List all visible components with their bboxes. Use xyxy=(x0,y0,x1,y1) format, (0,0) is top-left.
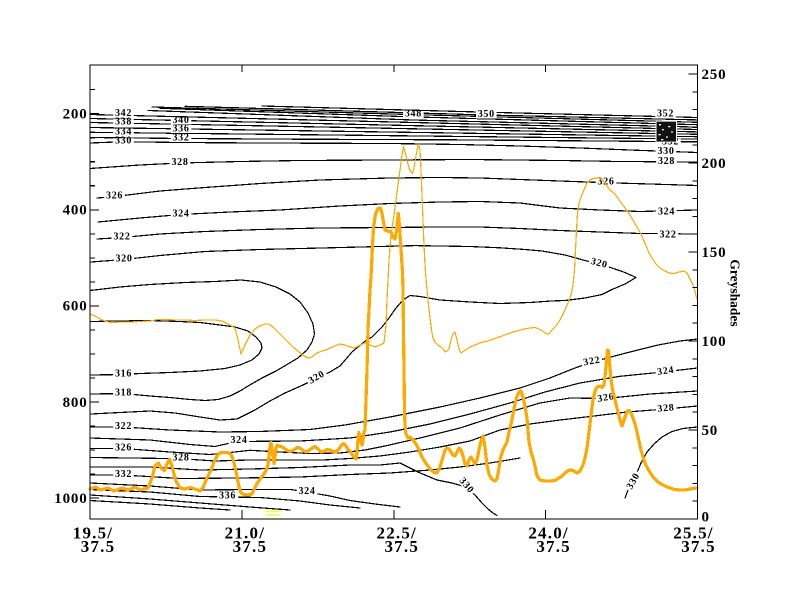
svg-text:322: 322 xyxy=(583,355,602,369)
svg-text:322: 322 xyxy=(113,232,130,243)
svg-text:330: 330 xyxy=(115,136,132,147)
svg-text:100: 100 xyxy=(702,334,727,350)
svg-text:324: 324 xyxy=(172,209,189,220)
svg-text:326: 326 xyxy=(597,391,616,405)
svg-text:330: 330 xyxy=(657,146,674,157)
svg-text:350: 350 xyxy=(478,109,495,120)
svg-text:37.5: 37.5 xyxy=(384,537,419,556)
svg-text:324: 324 xyxy=(658,207,675,218)
svg-text:334: 334 xyxy=(115,126,132,137)
svg-text:318: 318 xyxy=(115,388,132,399)
svg-text:338: 338 xyxy=(115,117,132,128)
svg-text:320: 320 xyxy=(115,254,132,265)
svg-text:400: 400 xyxy=(63,203,88,219)
svg-text:322: 322 xyxy=(659,230,676,241)
svg-text:800: 800 xyxy=(63,395,88,411)
svg-text:348: 348 xyxy=(405,109,422,120)
svg-text:200: 200 xyxy=(63,106,88,122)
svg-text:25.5/: 25.5/ xyxy=(673,524,713,543)
svg-text:336: 336 xyxy=(219,491,236,502)
svg-text:19.5/: 19.5/ xyxy=(73,524,113,543)
svg-text:37.5: 37.5 xyxy=(81,537,116,556)
svg-text:322: 322 xyxy=(115,421,132,432)
svg-text:352: 352 xyxy=(657,109,674,120)
svg-text:328: 328 xyxy=(171,157,188,168)
svg-text:50: 50 xyxy=(702,423,719,439)
svg-text:37.5: 37.5 xyxy=(233,537,268,556)
svg-text:328: 328 xyxy=(172,453,189,464)
svg-text:600: 600 xyxy=(63,299,88,315)
svg-text:Greyshades: Greyshades xyxy=(728,259,743,326)
svg-text:326: 326 xyxy=(115,443,132,454)
svg-text:326: 326 xyxy=(597,177,614,188)
svg-text:324: 324 xyxy=(230,435,247,446)
svg-text:200: 200 xyxy=(702,156,727,172)
svg-text:332: 332 xyxy=(172,133,189,144)
svg-text:340: 340 xyxy=(172,115,189,126)
svg-text:342: 342 xyxy=(115,108,132,119)
svg-text:0: 0 xyxy=(702,509,710,525)
svg-text:324: 324 xyxy=(298,486,315,497)
svg-text:328: 328 xyxy=(657,402,675,414)
svg-text:332: 332 xyxy=(115,469,132,480)
svg-text:21.0/: 21.0/ xyxy=(225,524,265,543)
svg-text:324: 324 xyxy=(656,365,674,378)
svg-text:250: 250 xyxy=(702,67,727,83)
svg-text:37.5: 37.5 xyxy=(681,537,716,556)
svg-text:316: 316 xyxy=(115,369,132,380)
svg-text:37.5: 37.5 xyxy=(536,537,571,556)
svg-text:22.5/: 22.5/ xyxy=(377,524,417,543)
svg-text:150: 150 xyxy=(702,245,727,261)
svg-text:320: 320 xyxy=(589,256,608,271)
svg-text:24.0/: 24.0/ xyxy=(528,524,568,543)
svg-text:1000: 1000 xyxy=(54,491,87,507)
svg-text:326: 326 xyxy=(106,191,123,202)
svg-text:336: 336 xyxy=(172,124,189,135)
svg-text:328: 328 xyxy=(658,156,675,167)
